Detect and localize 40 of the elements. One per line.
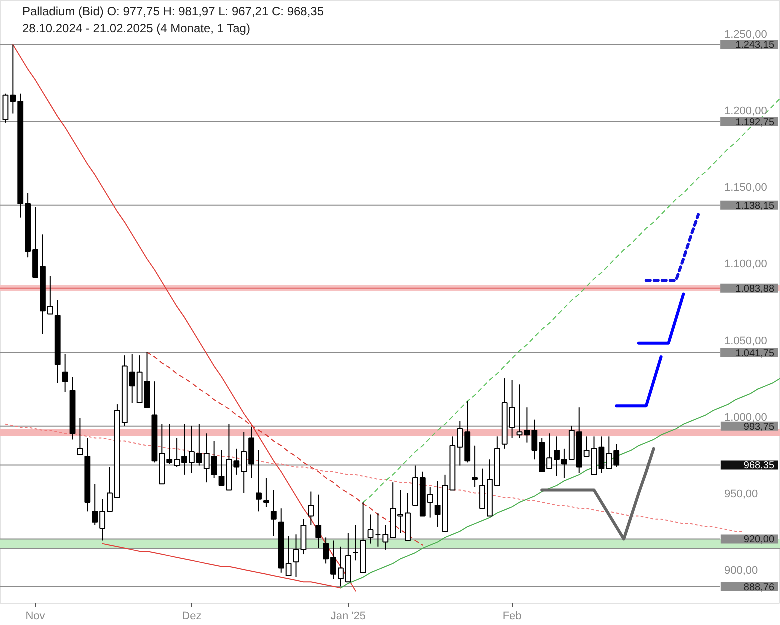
ref-line-label: 1.243,15: [736, 40, 775, 52]
y-tick-label: 1.150,00: [724, 182, 768, 194]
candlestick: [62, 354, 68, 393]
y-tick-label: 900,00: [724, 564, 758, 577]
x-tick-label: Nov: [26, 610, 46, 622]
y-tick-label: 1.100,00: [724, 258, 768, 271]
candlestick: [293, 534, 300, 578]
candlestick: [264, 478, 270, 508]
x-tick-label: Feb: [502, 610, 522, 622]
y-tick-label: 1.050,00: [724, 335, 768, 348]
y-tick-label: 950,00: [724, 488, 758, 500]
ref-line-label: 1.138,15: [736, 200, 775, 212]
y-tick-label: 1.200,00: [724, 106, 768, 118]
text: 28.10.2024 - 21.02.2025 (4 Monate, 1 Tag): [22, 22, 250, 36]
x-tick-label: Dez: [182, 610, 202, 622]
line-series: [362, 98, 780, 503]
ref-line-label: 1.192,75: [736, 117, 775, 128]
candlestick: [218, 450, 225, 486]
chart-title: Palladium (Bid) O: 977,75 H: 981,97 L: 967,21 C: 968,35: [22, 4, 324, 18]
line-series: [540, 447, 656, 541]
candlestick: [368, 514, 374, 544]
candlestick: [316, 494, 322, 549]
candlestick: [270, 490, 277, 537]
candlestick: [256, 450, 262, 512]
y-tick-label: 1.250,00: [724, 29, 768, 42]
ref-line-label: 888,76: [744, 582, 775, 594]
y-tick-label: 1.000,00: [724, 412, 768, 424]
ref-line-label: 1.041,75: [736, 348, 775, 360]
ref-line-label: 1.083,88: [736, 284, 775, 295]
x-tick-label: Jan '25: [330, 610, 366, 622]
candlestick: [352, 524, 359, 562]
line-series: [644, 213, 700, 282]
ref-line-label: 920,00: [744, 534, 775, 546]
ref-line-label: 968,35: [744, 460, 775, 472]
candlestick: [77, 418, 84, 456]
candlestick: [308, 491, 314, 526]
ref-line-label: 993,75: [744, 422, 775, 433]
candlestick: [375, 512, 382, 548]
line-series: [102, 543, 342, 589]
candlestick: [472, 445, 478, 488]
